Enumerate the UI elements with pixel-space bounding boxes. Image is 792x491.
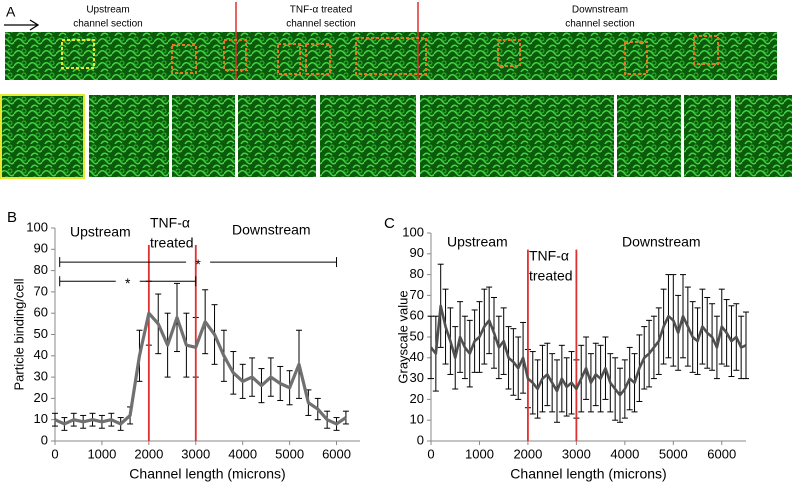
channel-image [5, 32, 777, 80]
y-axis-label: Particle binding/cell [11, 278, 26, 390]
y-tick-label: 60 [34, 305, 48, 320]
x-tick-label: 1000 [465, 446, 494, 461]
y-tick-label: 30 [34, 369, 48, 384]
section-label: channel section [73, 19, 143, 30]
annotation: Downstream [232, 222, 311, 238]
y-tick-label: 60 [410, 308, 424, 323]
annotation: TNF-α [529, 248, 569, 264]
y-tick-label: 100 [402, 224, 424, 239]
panel-label: A [6, 4, 16, 20]
y-tick-label: 80 [34, 262, 48, 277]
y-tick-label: 40 [410, 349, 424, 364]
x-tick-label: 5000 [275, 446, 304, 461]
annotation: Upstream [447, 234, 508, 250]
panel-label: C [384, 215, 395, 232]
y-tick-label: 50 [34, 326, 48, 341]
y-tick-label: 90 [34, 241, 48, 256]
y-axis-label: Grayscale value [395, 290, 410, 383]
y-tick-label: 30 [410, 370, 424, 385]
x-tick-label: 5000 [659, 446, 688, 461]
x-tick-label: 0 [51, 446, 58, 461]
x-tick-label: 0 [427, 446, 434, 461]
x-axis-label: Channel length (microns) [510, 466, 666, 482]
x-tick-label: 3000 [181, 446, 210, 461]
y-tick-label: 20 [410, 391, 424, 406]
y-tick-label: 0 [417, 432, 424, 447]
section-label: TNF-α treated [290, 5, 352, 16]
significance-label: * [125, 275, 131, 291]
x-tick-label: 3000 [562, 446, 591, 461]
y-tick-label: 40 [34, 347, 48, 362]
annotation: treated [529, 268, 573, 284]
x-tick-label: 2000 [134, 446, 163, 461]
annotation: TNF-α [150, 215, 190, 231]
x-tick-label: 4000 [228, 446, 257, 461]
y-tick-label: 70 [34, 283, 48, 298]
x-tick-label: 1000 [87, 446, 116, 461]
section-label: channel section [286, 19, 356, 30]
regions [61, 35, 719, 75]
y-tick-label: 10 [410, 412, 424, 427]
thumbnails [0, 94, 792, 179]
y-tick-label: 50 [410, 328, 424, 343]
x-tick-label: 6000 [322, 446, 351, 461]
annotation: Downstream [622, 234, 701, 250]
significance-label: * [195, 256, 201, 272]
panel-label: B [7, 209, 17, 226]
data-line [429, 304, 747, 397]
y-tick-label: 100 [26, 219, 48, 234]
annotation: treated [150, 235, 194, 251]
flow-arrow [4, 19, 40, 31]
x-tick-label: 6000 [707, 446, 736, 461]
x-tick-label: 4000 [610, 446, 639, 461]
section-label: Downstream [572, 5, 628, 16]
y-tick-label: 20 [34, 390, 48, 405]
y-tick-label: 10 [34, 411, 48, 426]
section-label: channel section [565, 19, 635, 30]
y-tick-label: 70 [410, 287, 424, 302]
panel-a: A Upstream channel section TNF-α treated… [0, 2, 792, 179]
section-label: Upstream [86, 5, 129, 16]
y-tick-label: 80 [410, 266, 424, 281]
data-line [54, 311, 347, 426]
annotation: Upstream [70, 224, 131, 240]
x-axis-label: Channel length (microns) [129, 466, 285, 482]
y-tick-label: 90 [410, 245, 424, 260]
y-tick-label: 0 [41, 432, 48, 447]
x-tick-label: 2000 [513, 446, 542, 461]
